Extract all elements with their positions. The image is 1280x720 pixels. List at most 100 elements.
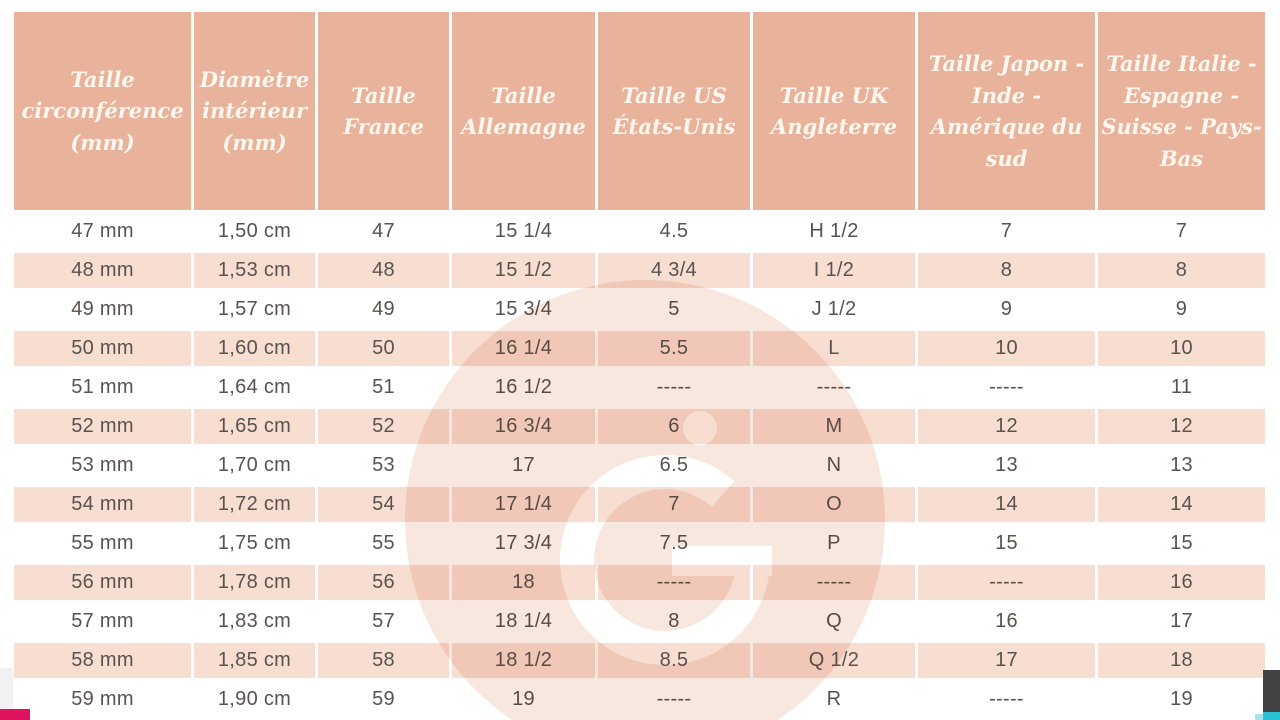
table-cell: 19 bbox=[1098, 682, 1265, 717]
column-header-france: Taille France bbox=[318, 12, 449, 210]
table-cell: 1,50 cm bbox=[194, 214, 315, 249]
table-cell: 53 mm bbox=[14, 448, 191, 483]
table-cell: 5 bbox=[598, 292, 750, 327]
table-cell: 15 1/2 bbox=[452, 253, 595, 288]
table-cell: 57 mm bbox=[14, 604, 191, 639]
ring-size-table: Taille circonférence (mm) Diamètre intér… bbox=[14, 12, 1265, 717]
table-cell: 8.5 bbox=[598, 643, 750, 678]
table-cell: 14 bbox=[918, 487, 1095, 522]
table-cell: 15 3/4 bbox=[452, 292, 595, 327]
table-cell: 48 mm bbox=[14, 253, 191, 288]
table-cell: ----- bbox=[598, 565, 750, 600]
table-cell: ----- bbox=[918, 370, 1095, 405]
table-cell: 50 bbox=[318, 331, 449, 366]
table-cell: 47 mm bbox=[14, 214, 191, 249]
table-cell: ----- bbox=[753, 370, 915, 405]
table-cell: 17 bbox=[1098, 604, 1265, 639]
table-cell: 14 bbox=[1098, 487, 1265, 522]
table-cell: 1,75 cm bbox=[194, 526, 315, 561]
table-cell: 58 bbox=[318, 643, 449, 678]
table-cell: 7 bbox=[1098, 214, 1265, 249]
table-cell: 13 bbox=[1098, 448, 1265, 483]
table-cell: 59 bbox=[318, 682, 449, 717]
table-cell: 13 bbox=[918, 448, 1095, 483]
table-cell: 16 bbox=[1098, 565, 1265, 600]
table-cell: 1,64 cm bbox=[194, 370, 315, 405]
table-cell: 53 bbox=[318, 448, 449, 483]
table-cell: 18 bbox=[1098, 643, 1265, 678]
table-cell: 17 bbox=[452, 448, 595, 483]
table-cell: M bbox=[753, 409, 915, 444]
table-cell: N bbox=[753, 448, 915, 483]
table-cell: 6 bbox=[598, 409, 750, 444]
table-cell: 10 bbox=[918, 331, 1095, 366]
table-cell: 18 1/4 bbox=[452, 604, 595, 639]
table-cell: 52 bbox=[318, 409, 449, 444]
table-cell: 49 mm bbox=[14, 292, 191, 327]
table-cell: 19 bbox=[452, 682, 595, 717]
table-cell: 4 3/4 bbox=[598, 253, 750, 288]
table-cell: P bbox=[753, 526, 915, 561]
table-cell: O bbox=[753, 487, 915, 522]
page-edge-fragment-cyan bbox=[1263, 712, 1280, 720]
page-edge-fragment-gray bbox=[0, 668, 13, 709]
table-cell: 17 3/4 bbox=[452, 526, 595, 561]
table-cell: ----- bbox=[918, 565, 1095, 600]
table-cell: 55 mm bbox=[14, 526, 191, 561]
column-header-us: Taille US États-Unis bbox=[598, 12, 750, 210]
table-cell: 10 bbox=[1098, 331, 1265, 366]
table-cell: 1,57 cm bbox=[194, 292, 315, 327]
table-cell: 51 mm bbox=[14, 370, 191, 405]
table-cell: 17 bbox=[918, 643, 1095, 678]
table-cell: 1,72 cm bbox=[194, 487, 315, 522]
table-cell: 8 bbox=[1098, 253, 1265, 288]
table-cell: 1,65 cm bbox=[194, 409, 315, 444]
table-cell: 7.5 bbox=[598, 526, 750, 561]
table-cell: L bbox=[753, 331, 915, 366]
table-cell: 16 bbox=[918, 604, 1095, 639]
table-cell: 7 bbox=[598, 487, 750, 522]
column-header-japan-india: Taille Japon - Inde - Amérique du sud bbox=[918, 12, 1095, 210]
table-cell: Q 1/2 bbox=[753, 643, 915, 678]
table-cell: ----- bbox=[598, 682, 750, 717]
table-cell: 1,83 cm bbox=[194, 604, 315, 639]
table-cell: 15 1/4 bbox=[452, 214, 595, 249]
table-cell: 7 bbox=[918, 214, 1095, 249]
table-cell: 11 bbox=[1098, 370, 1265, 405]
table-cell: 50 mm bbox=[14, 331, 191, 366]
table-cell: 1,78 cm bbox=[194, 565, 315, 600]
table-cell: 1,60 cm bbox=[194, 331, 315, 366]
table-cell: 5.5 bbox=[598, 331, 750, 366]
table-cell: H 1/2 bbox=[753, 214, 915, 249]
table-cell: ----- bbox=[753, 565, 915, 600]
table-cell: 55 bbox=[318, 526, 449, 561]
table-cell: Q bbox=[753, 604, 915, 639]
page-edge-fragment-cyan-light bbox=[1255, 714, 1263, 720]
table-cell: 54 bbox=[318, 487, 449, 522]
table-cell: 59 mm bbox=[14, 682, 191, 717]
table-cell: 1,53 cm bbox=[194, 253, 315, 288]
page-edge-fragment-magenta bbox=[0, 709, 30, 720]
table-cell: 1,85 cm bbox=[194, 643, 315, 678]
column-header-italy-spain: Taille Italie - Espagne - Suisse - Pays-… bbox=[1098, 12, 1265, 210]
table-cell: 12 bbox=[918, 409, 1095, 444]
table-cell: 52 mm bbox=[14, 409, 191, 444]
table-cell: 4.5 bbox=[598, 214, 750, 249]
table-cell: R bbox=[753, 682, 915, 717]
table-cell: 6.5 bbox=[598, 448, 750, 483]
table-cell: ----- bbox=[598, 370, 750, 405]
table-cell: 56 mm bbox=[14, 565, 191, 600]
table-cell: 18 bbox=[452, 565, 595, 600]
table-cell: 58 mm bbox=[14, 643, 191, 678]
table-cell: 16 1/4 bbox=[452, 331, 595, 366]
scrollbar-thumb[interactable] bbox=[1263, 670, 1280, 712]
table-cell: 18 1/2 bbox=[452, 643, 595, 678]
table-cell: 1,90 cm bbox=[194, 682, 315, 717]
table-cell: 49 bbox=[318, 292, 449, 327]
table-cell: 54 mm bbox=[14, 487, 191, 522]
table-cell: 9 bbox=[918, 292, 1095, 327]
table-cell: 9 bbox=[1098, 292, 1265, 327]
column-header-circumference: Taille circonférence (mm) bbox=[14, 12, 191, 210]
table-cell: 8 bbox=[598, 604, 750, 639]
